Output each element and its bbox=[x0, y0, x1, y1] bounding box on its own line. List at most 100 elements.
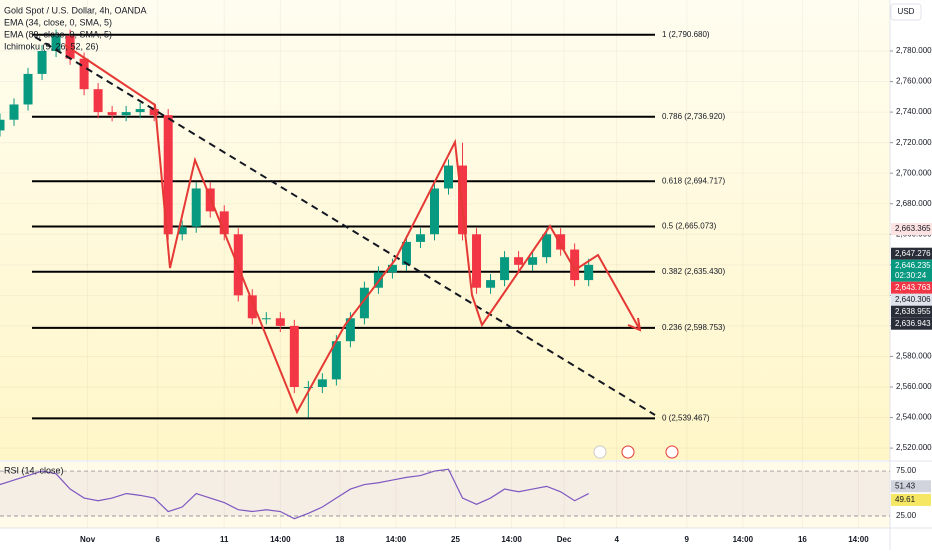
zigzag-drawing bbox=[64, 44, 641, 415]
candle-body bbox=[500, 257, 510, 281]
candle-body bbox=[458, 165, 468, 235]
x-tick-label: 14:00 bbox=[733, 535, 754, 544]
y-tick-label: 2,740.000 bbox=[896, 107, 932, 116]
event-icon[interactable] bbox=[593, 445, 607, 459]
candle-body bbox=[93, 89, 103, 113]
candle-body bbox=[163, 115, 173, 235]
candle-body bbox=[275, 318, 285, 326]
candle-body bbox=[79, 58, 89, 90]
y-tick-label: 2,560.000 bbox=[896, 382, 932, 391]
x-tick-label: Nov bbox=[80, 535, 96, 544]
price-badge bbox=[891, 223, 932, 236]
candle-body bbox=[429, 188, 439, 235]
fib-label: 0 (2,539.467) bbox=[662, 413, 710, 422]
price-badge-label: 2,663.365 bbox=[895, 224, 931, 233]
candle-body bbox=[486, 280, 496, 288]
candle-body bbox=[584, 264, 594, 281]
y-tick-label: 2,540.000 bbox=[896, 413, 932, 422]
price-badge-label: 2,643.763 bbox=[895, 283, 931, 292]
price-badge-label: 2,640.306 bbox=[895, 295, 931, 304]
rsi-line bbox=[0, 468, 589, 520]
trend-line bbox=[34, 36, 656, 416]
candle-body bbox=[556, 234, 566, 250]
candle-body bbox=[542, 234, 552, 258]
rsi-badge bbox=[891, 480, 931, 493]
rsi-badge bbox=[891, 493, 931, 506]
candle-body bbox=[444, 165, 454, 189]
fib-label: 1 (2,790.680) bbox=[662, 30, 710, 39]
x-tick-label: 18 bbox=[335, 535, 344, 544]
price-badge bbox=[891, 317, 932, 330]
price-badge bbox=[891, 293, 932, 306]
y-tick-label: 2,720.000 bbox=[896, 138, 932, 147]
rsi-background bbox=[0, 462, 890, 528]
price-badge-label: 2,646.235 bbox=[895, 261, 931, 270]
rsi-tick-label: 75.00 bbox=[896, 466, 917, 475]
candle-body bbox=[37, 51, 47, 74]
event-icon[interactable] bbox=[621, 445, 635, 459]
plot-background bbox=[0, 0, 890, 460]
x-tick-label: 16 bbox=[798, 535, 807, 544]
x-tick-label: 14:00 bbox=[501, 535, 522, 544]
candle-body bbox=[107, 112, 117, 116]
y-tick-label: 2,520.000 bbox=[896, 443, 932, 452]
candle-body bbox=[51, 35, 61, 52]
price-badge bbox=[891, 305, 932, 318]
candle-body bbox=[570, 249, 580, 281]
currency-button[interactable] bbox=[890, 3, 922, 21]
candle-body bbox=[191, 188, 201, 227]
rsi-badge-label: 49.61 bbox=[895, 495, 916, 504]
candle-body bbox=[472, 234, 482, 288]
x-tick-label: 25 bbox=[451, 535, 460, 544]
x-tick-label: 14:00 bbox=[386, 535, 407, 544]
candle-body bbox=[177, 226, 187, 235]
candle-body bbox=[387, 264, 397, 273]
rsi-badge-label: 51.43 bbox=[895, 481, 916, 490]
candle-body bbox=[415, 234, 425, 242]
price-badge-label: 2,638.955 bbox=[895, 307, 931, 316]
candle-body bbox=[289, 325, 299, 387]
fib-label: 0.236 (2,598.753) bbox=[662, 323, 725, 332]
candle-body bbox=[149, 109, 159, 116]
candle-body bbox=[345, 318, 355, 342]
arrow-head bbox=[627, 317, 642, 332]
fib-label: 0.786 (2,736.920) bbox=[662, 112, 725, 121]
candle-body bbox=[135, 109, 145, 113]
y-tick-label: 2,780.000 bbox=[896, 46, 932, 55]
currency: USD bbox=[898, 7, 915, 16]
price-badge-label: 2,636.943 bbox=[895, 319, 931, 328]
candle-body bbox=[528, 257, 538, 265]
rsi-title: RSI (14, close) bbox=[4, 465, 64, 475]
x-tick-label: 14:00 bbox=[848, 535, 869, 544]
layer bbox=[0, 0, 893, 528]
price-badge-label: 2,647.276 bbox=[895, 249, 931, 258]
candle-body bbox=[514, 257, 524, 265]
fib-label: 0.618 (2,694.717) bbox=[662, 176, 725, 185]
x-tick-label: 9 bbox=[685, 535, 690, 544]
price-badge bbox=[891, 259, 932, 282]
y-tick-label: 2,680.000 bbox=[896, 199, 932, 208]
candle-body bbox=[359, 287, 369, 319]
x-tick-label: 11 bbox=[220, 535, 229, 544]
candle-body bbox=[219, 211, 229, 235]
price-badge bbox=[891, 247, 932, 260]
indicator-label: EMA (34, close, 0, SMA, 5) bbox=[4, 17, 112, 27]
candle-body bbox=[317, 379, 327, 387]
x-tick-label: Dec bbox=[557, 535, 572, 544]
chart-title: Gold Spot / U.S. Dollar, 4h, OANDA bbox=[4, 5, 147, 15]
candle-body bbox=[0, 119, 5, 131]
x-tick-label: 6 bbox=[155, 535, 160, 544]
event-icon[interactable] bbox=[665, 445, 679, 459]
fib-label: 0.5 (2,665.073) bbox=[662, 222, 717, 231]
y-tick-label: 2,580.000 bbox=[896, 352, 932, 361]
rsi-band bbox=[0, 471, 890, 516]
candle-body bbox=[303, 386, 313, 388]
countdown: 02:30:24 bbox=[895, 271, 927, 280]
candle-body bbox=[331, 341, 341, 380]
x-tick-label: 14:00 bbox=[270, 535, 291, 544]
rsi-tick-label: 25.00 bbox=[896, 511, 917, 520]
price-badge bbox=[891, 281, 932, 294]
fib-label: 0.382 (2,635.430) bbox=[662, 267, 725, 276]
candle-body bbox=[9, 104, 19, 120]
